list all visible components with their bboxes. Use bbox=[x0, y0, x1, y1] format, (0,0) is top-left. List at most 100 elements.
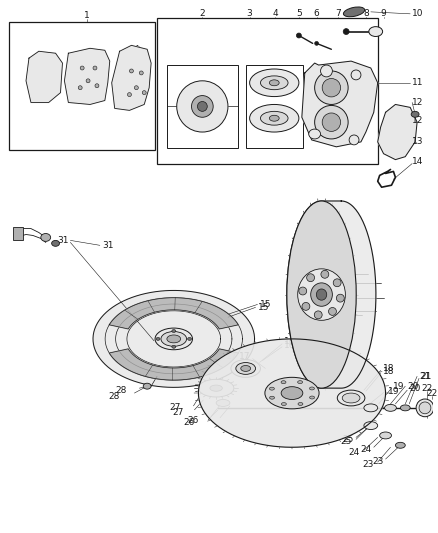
Ellipse shape bbox=[167, 335, 180, 343]
Text: 12: 12 bbox=[412, 116, 424, 125]
Text: 24: 24 bbox=[349, 448, 360, 457]
Text: 8: 8 bbox=[363, 10, 369, 18]
Ellipse shape bbox=[416, 399, 434, 417]
Ellipse shape bbox=[328, 308, 336, 316]
Bar bbox=[246, 65, 303, 148]
Ellipse shape bbox=[310, 387, 314, 390]
Ellipse shape bbox=[172, 329, 176, 333]
Bar bbox=[167, 65, 238, 148]
Ellipse shape bbox=[210, 385, 223, 391]
Ellipse shape bbox=[261, 76, 288, 90]
Polygon shape bbox=[302, 61, 378, 147]
Ellipse shape bbox=[269, 115, 279, 121]
Ellipse shape bbox=[310, 396, 314, 399]
Text: 16: 16 bbox=[284, 341, 296, 350]
Text: 5: 5 bbox=[296, 10, 302, 18]
Ellipse shape bbox=[142, 91, 146, 94]
Polygon shape bbox=[112, 45, 151, 110]
Ellipse shape bbox=[95, 84, 99, 88]
Text: 6: 6 bbox=[314, 10, 319, 18]
Ellipse shape bbox=[161, 332, 187, 346]
Ellipse shape bbox=[127, 93, 131, 96]
Text: 24: 24 bbox=[360, 445, 372, 454]
Ellipse shape bbox=[349, 135, 359, 145]
Ellipse shape bbox=[309, 129, 321, 139]
Ellipse shape bbox=[269, 396, 275, 399]
Ellipse shape bbox=[322, 78, 341, 97]
Ellipse shape bbox=[261, 111, 288, 125]
Polygon shape bbox=[378, 104, 417, 159]
Ellipse shape bbox=[369, 27, 383, 36]
Ellipse shape bbox=[321, 65, 332, 77]
Text: 19: 19 bbox=[393, 382, 405, 391]
Polygon shape bbox=[64, 49, 110, 104]
Text: 18: 18 bbox=[383, 364, 394, 373]
Ellipse shape bbox=[342, 393, 360, 403]
Ellipse shape bbox=[216, 400, 230, 406]
Ellipse shape bbox=[396, 442, 405, 448]
Ellipse shape bbox=[287, 201, 356, 388]
Ellipse shape bbox=[302, 302, 310, 310]
Ellipse shape bbox=[337, 390, 365, 406]
Ellipse shape bbox=[130, 69, 134, 73]
Ellipse shape bbox=[86, 79, 90, 83]
Ellipse shape bbox=[177, 81, 228, 132]
Text: 17: 17 bbox=[226, 352, 238, 361]
Ellipse shape bbox=[156, 337, 160, 341]
Text: 21: 21 bbox=[419, 372, 431, 381]
Text: 22: 22 bbox=[421, 384, 433, 393]
Text: 4: 4 bbox=[272, 10, 278, 18]
Ellipse shape bbox=[172, 345, 176, 348]
Ellipse shape bbox=[321, 270, 329, 278]
Ellipse shape bbox=[281, 381, 286, 384]
Text: 15: 15 bbox=[258, 303, 269, 312]
Ellipse shape bbox=[250, 104, 299, 132]
Bar bbox=[13, 227, 23, 240]
Text: 7: 7 bbox=[336, 10, 341, 18]
Ellipse shape bbox=[314, 106, 348, 139]
Ellipse shape bbox=[314, 71, 348, 104]
Ellipse shape bbox=[298, 269, 346, 320]
Ellipse shape bbox=[336, 294, 344, 302]
Text: 23: 23 bbox=[362, 459, 374, 469]
Ellipse shape bbox=[198, 101, 207, 111]
Ellipse shape bbox=[139, 71, 143, 75]
Ellipse shape bbox=[343, 7, 365, 17]
Ellipse shape bbox=[316, 289, 327, 300]
Ellipse shape bbox=[307, 274, 314, 281]
Text: 31: 31 bbox=[102, 241, 113, 250]
Text: 12: 12 bbox=[412, 98, 424, 107]
Ellipse shape bbox=[265, 377, 319, 409]
Text: 23: 23 bbox=[372, 457, 384, 465]
Ellipse shape bbox=[298, 381, 303, 384]
Text: 16: 16 bbox=[284, 337, 296, 346]
Ellipse shape bbox=[93, 66, 97, 70]
Text: 20: 20 bbox=[409, 384, 420, 393]
Text: 11: 11 bbox=[412, 78, 424, 87]
Polygon shape bbox=[26, 51, 63, 102]
Text: 2: 2 bbox=[200, 10, 205, 18]
Polygon shape bbox=[109, 349, 238, 380]
Ellipse shape bbox=[198, 379, 234, 397]
Text: 28: 28 bbox=[108, 392, 120, 400]
Text: 18: 18 bbox=[383, 367, 394, 376]
Ellipse shape bbox=[236, 362, 255, 374]
Ellipse shape bbox=[411, 111, 419, 117]
Ellipse shape bbox=[314, 42, 318, 45]
Ellipse shape bbox=[191, 95, 213, 117]
Text: 22: 22 bbox=[426, 389, 438, 398]
Ellipse shape bbox=[380, 432, 392, 439]
Ellipse shape bbox=[343, 29, 349, 35]
Ellipse shape bbox=[155, 328, 192, 350]
Ellipse shape bbox=[187, 337, 191, 341]
Ellipse shape bbox=[298, 402, 303, 406]
Text: 31: 31 bbox=[57, 236, 68, 245]
Text: 10: 10 bbox=[412, 10, 424, 18]
Polygon shape bbox=[198, 339, 385, 447]
Text: 28: 28 bbox=[115, 386, 127, 394]
Ellipse shape bbox=[351, 70, 361, 80]
Text: 9: 9 bbox=[381, 10, 386, 18]
Ellipse shape bbox=[297, 33, 301, 38]
Ellipse shape bbox=[333, 279, 341, 287]
Text: 17: 17 bbox=[239, 352, 251, 361]
